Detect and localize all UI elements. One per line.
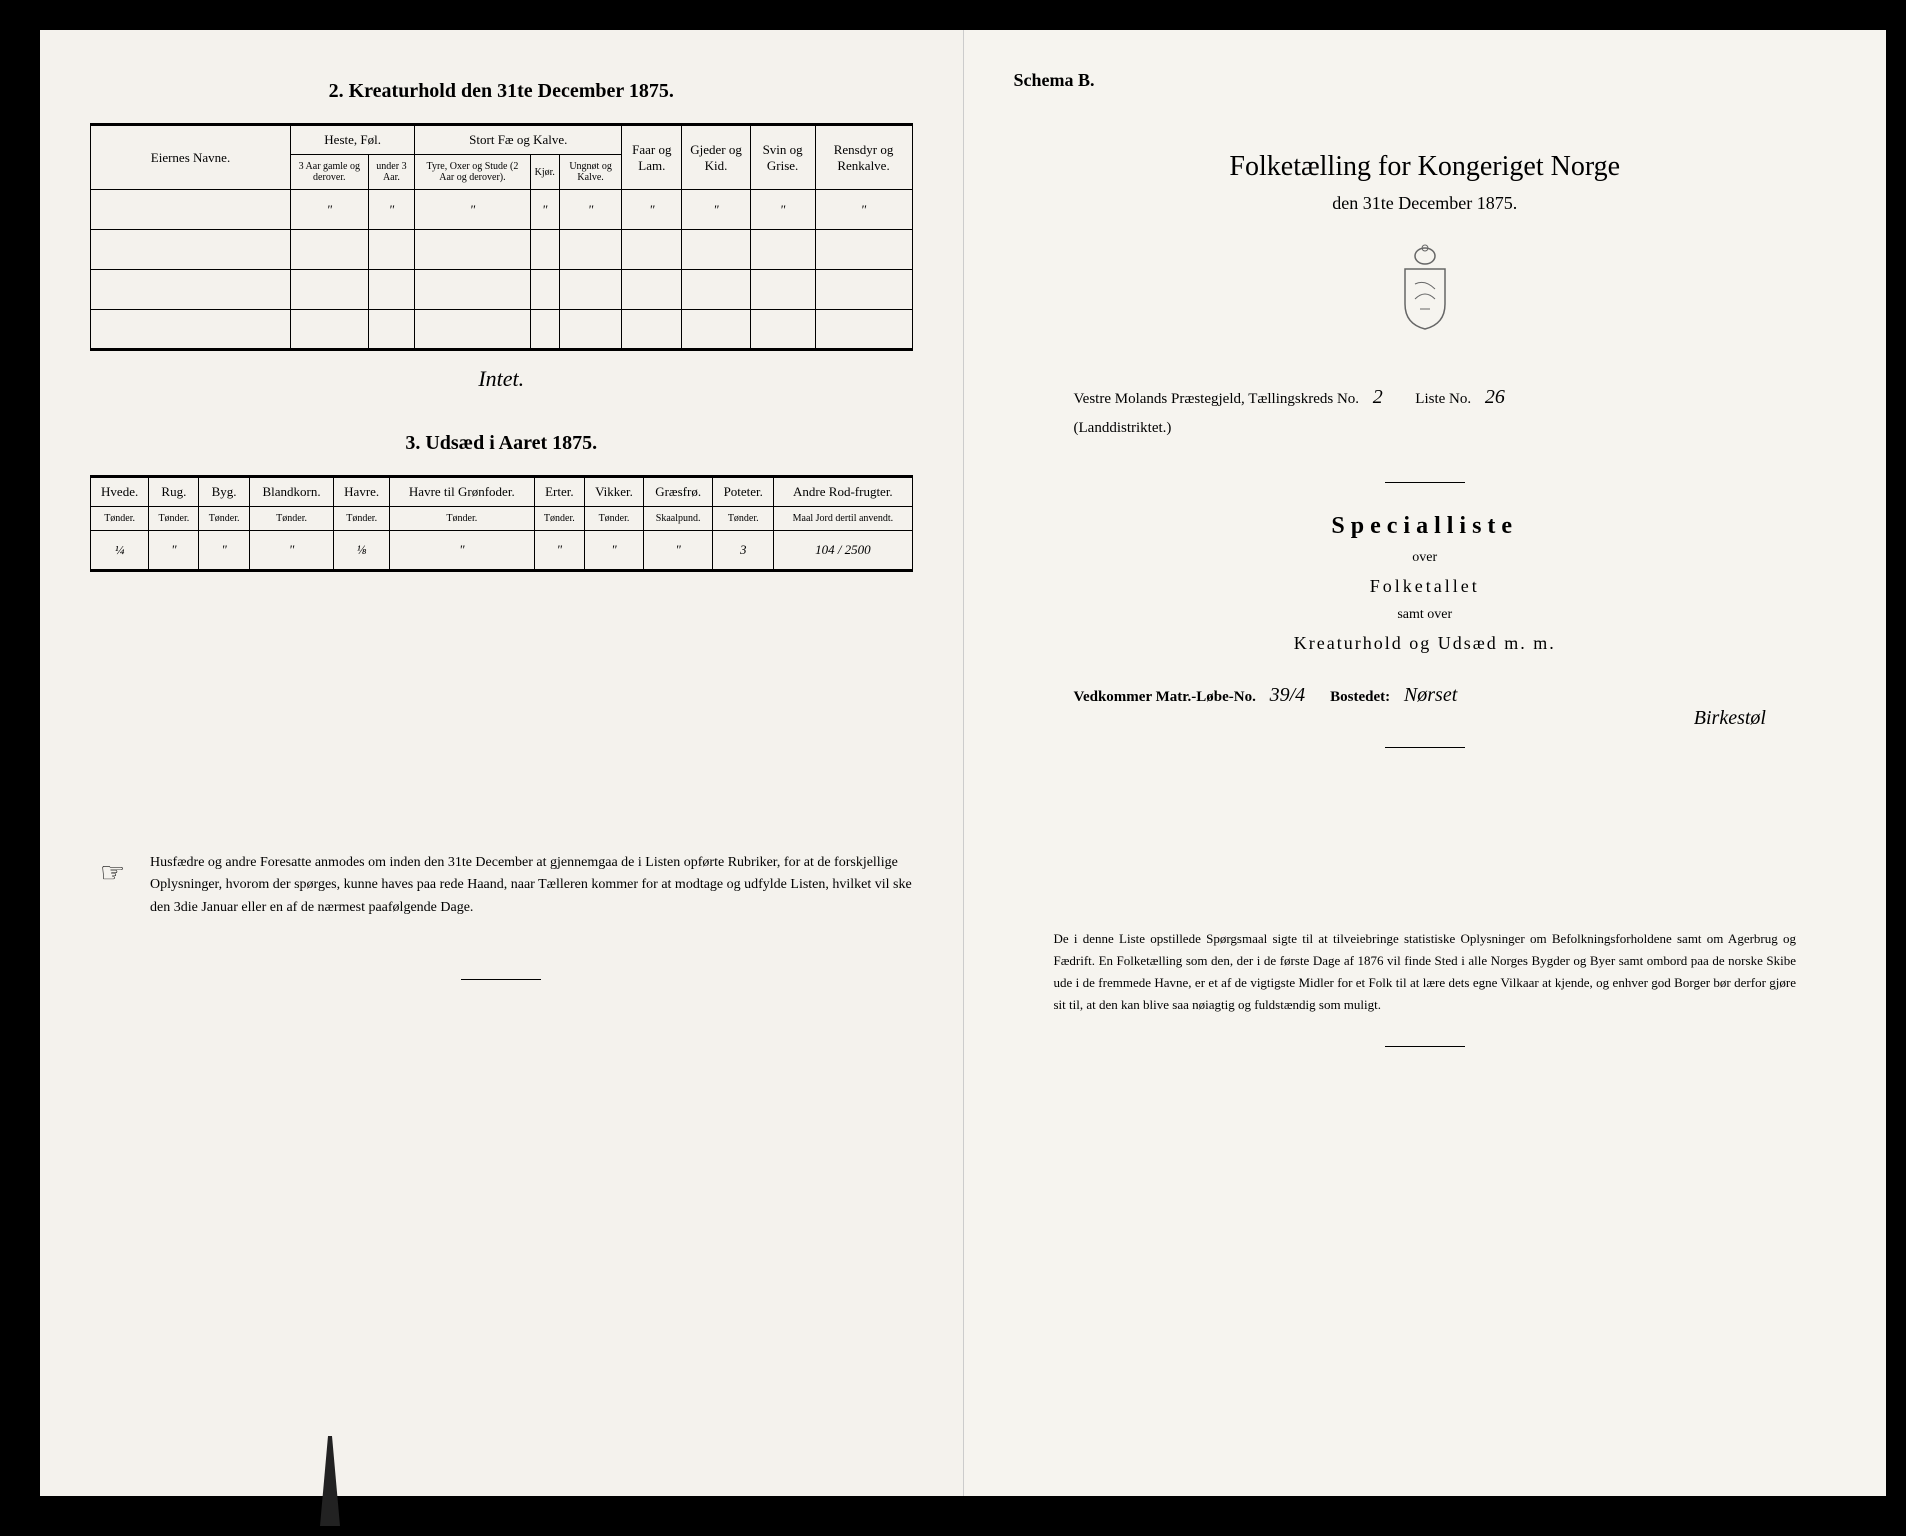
grp-stort: Stort Fæ og Kalve.	[415, 125, 622, 155]
cell: "	[368, 190, 415, 230]
cell: ⅛	[334, 531, 390, 571]
sub-ungnot: Ungnøt og Kalve.	[559, 155, 621, 190]
kreatur-heading: Kreaturhold og Udsæd m. m.	[1014, 633, 1837, 654]
sub-kjor: Kjør.	[530, 155, 559, 190]
udsaed-table: Hvede. Rug. Byg. Blandkorn. Havre. Havre…	[90, 475, 913, 572]
col: Rug.	[149, 477, 199, 507]
unit: Tønder.	[534, 507, 584, 531]
cell: "	[530, 190, 559, 230]
cell: "	[750, 190, 815, 230]
unit: Tønder.	[199, 507, 249, 531]
unit: Maal Jord dertil anvendt.	[774, 507, 912, 531]
col-eiernes: Eiernes Navne.	[91, 125, 291, 190]
census-date: den 31te December 1875.	[1014, 193, 1837, 214]
footer-instruction: Husfædre og andre Foresatte anmodes om i…	[90, 852, 913, 919]
col: Andre Rod-frugter.	[774, 477, 912, 507]
vedkommer-label: Vedkommer Matr.-Løbe-No.	[1074, 689, 1256, 705]
pen-icon	[290, 1426, 370, 1526]
liste-number: 26	[1475, 386, 1515, 408]
cell: "	[149, 531, 199, 571]
unit: Tønder.	[249, 507, 334, 531]
table-row	[91, 310, 913, 350]
grp-heste: Heste, Føl.	[291, 125, 415, 155]
land-label: (Landdistriktet.)	[1074, 420, 1172, 436]
cell: ¼	[91, 531, 149, 571]
col: Vikker.	[584, 477, 643, 507]
col: Blandkorn.	[249, 477, 334, 507]
section2-title: 2. Kreaturhold den 31te December 1875.	[90, 80, 913, 103]
unit: Tønder.	[149, 507, 199, 531]
cell: "	[559, 190, 621, 230]
divider	[461, 979, 541, 980]
sub-under3: under 3 Aar.	[368, 155, 415, 190]
col: Græsfrø.	[644, 477, 713, 507]
col: Erter.	[534, 477, 584, 507]
right-footer-text: De i denne Liste opstillede Spørgsmaal s…	[1054, 928, 1797, 1016]
schema-label: Schema B.	[1014, 70, 1837, 91]
col-faar: Faar og Lam.	[622, 125, 682, 190]
cell: "	[682, 190, 750, 230]
left-page: 2. Kreaturhold den 31te December 1875. E…	[40, 30, 964, 1496]
unit: Tønder.	[389, 507, 534, 531]
cell: "	[644, 531, 713, 571]
bostedet-value2: Birkestøl	[1684, 707, 1776, 730]
district-info: Vestre Molands Præstegjeld, Tællingskred…	[1074, 379, 1777, 442]
cell: "	[249, 531, 334, 571]
col: Byg.	[199, 477, 249, 507]
cell: "	[622, 190, 682, 230]
cell: "	[584, 531, 643, 571]
col: Poteter.	[713, 477, 774, 507]
sub-3aar: 3 Aar gamle og derover.	[291, 155, 369, 190]
matr-no: 39/4	[1260, 684, 1316, 706]
samt-label: samt over	[1014, 607, 1837, 623]
section3-title: 3. Udsæd i Aaret 1875.	[90, 432, 913, 455]
divider	[1385, 1046, 1465, 1047]
unit: Tønder.	[91, 507, 149, 531]
col: Hvede.	[91, 477, 149, 507]
specialliste-heading: Specialliste	[1014, 513, 1837, 540]
bostedet-label: Bostedet:	[1330, 689, 1390, 705]
kreaturhold-table: Eiernes Navne. Heste, Føl. Stort Fæ og K…	[90, 123, 913, 351]
folketallet-heading: Folketallet	[1014, 576, 1837, 597]
cell: 3	[713, 531, 774, 571]
divider	[1385, 747, 1465, 748]
divider	[1385, 482, 1465, 483]
liste-label: Liste No.	[1415, 391, 1471, 407]
right-page: Schema B. Folketælling for Kongeriget No…	[964, 30, 1887, 1496]
district-prefix: Vestre Molands Præstegjeld, Tællingskred…	[1074, 391, 1360, 407]
col: Havre til Grønfoder.	[389, 477, 534, 507]
over-label: over	[1014, 550, 1837, 566]
vedkommer-line: Vedkommer Matr.-Løbe-No. 39/4 Bostedet: …	[1074, 684, 1777, 707]
cell: "	[291, 190, 369, 230]
unit: Skaalpund.	[644, 507, 713, 531]
district-number: 2	[1363, 386, 1393, 408]
table-row: " " " " " " " " "	[91, 190, 913, 230]
col-svin: Svin og Grise.	[750, 125, 815, 190]
main-title: Folketælling for Kongeriget Norge	[1014, 151, 1837, 183]
bostedet-value: Nørset	[1394, 684, 1467, 706]
cell: "	[389, 531, 534, 571]
sub-tyre: Tyre, Oxer og Stude (2 Aar og derover).	[415, 155, 530, 190]
unit: Tønder.	[713, 507, 774, 531]
col: Havre.	[334, 477, 390, 507]
table-row: ¼ " " " ⅛ " " " " 3 104 / 2500	[91, 531, 913, 571]
cell	[91, 190, 291, 230]
unit: Tønder.	[584, 507, 643, 531]
unit: Tønder.	[334, 507, 390, 531]
cell: "	[534, 531, 584, 571]
intet-note: Intet.	[90, 366, 913, 392]
cell: "	[815, 190, 912, 230]
cell: 104 / 2500	[774, 531, 912, 571]
coat-of-arms-icon	[1014, 244, 1837, 339]
cell: "	[415, 190, 530, 230]
col-rensdyr: Rensdyr og Renkalve.	[815, 125, 912, 190]
cell: "	[199, 531, 249, 571]
page-spread: 2. Kreaturhold den 31te December 1875. E…	[40, 30, 1886, 1496]
col-gjeder: Gjeder og Kid.	[682, 125, 750, 190]
table-row	[91, 270, 913, 310]
table-row	[91, 230, 913, 270]
